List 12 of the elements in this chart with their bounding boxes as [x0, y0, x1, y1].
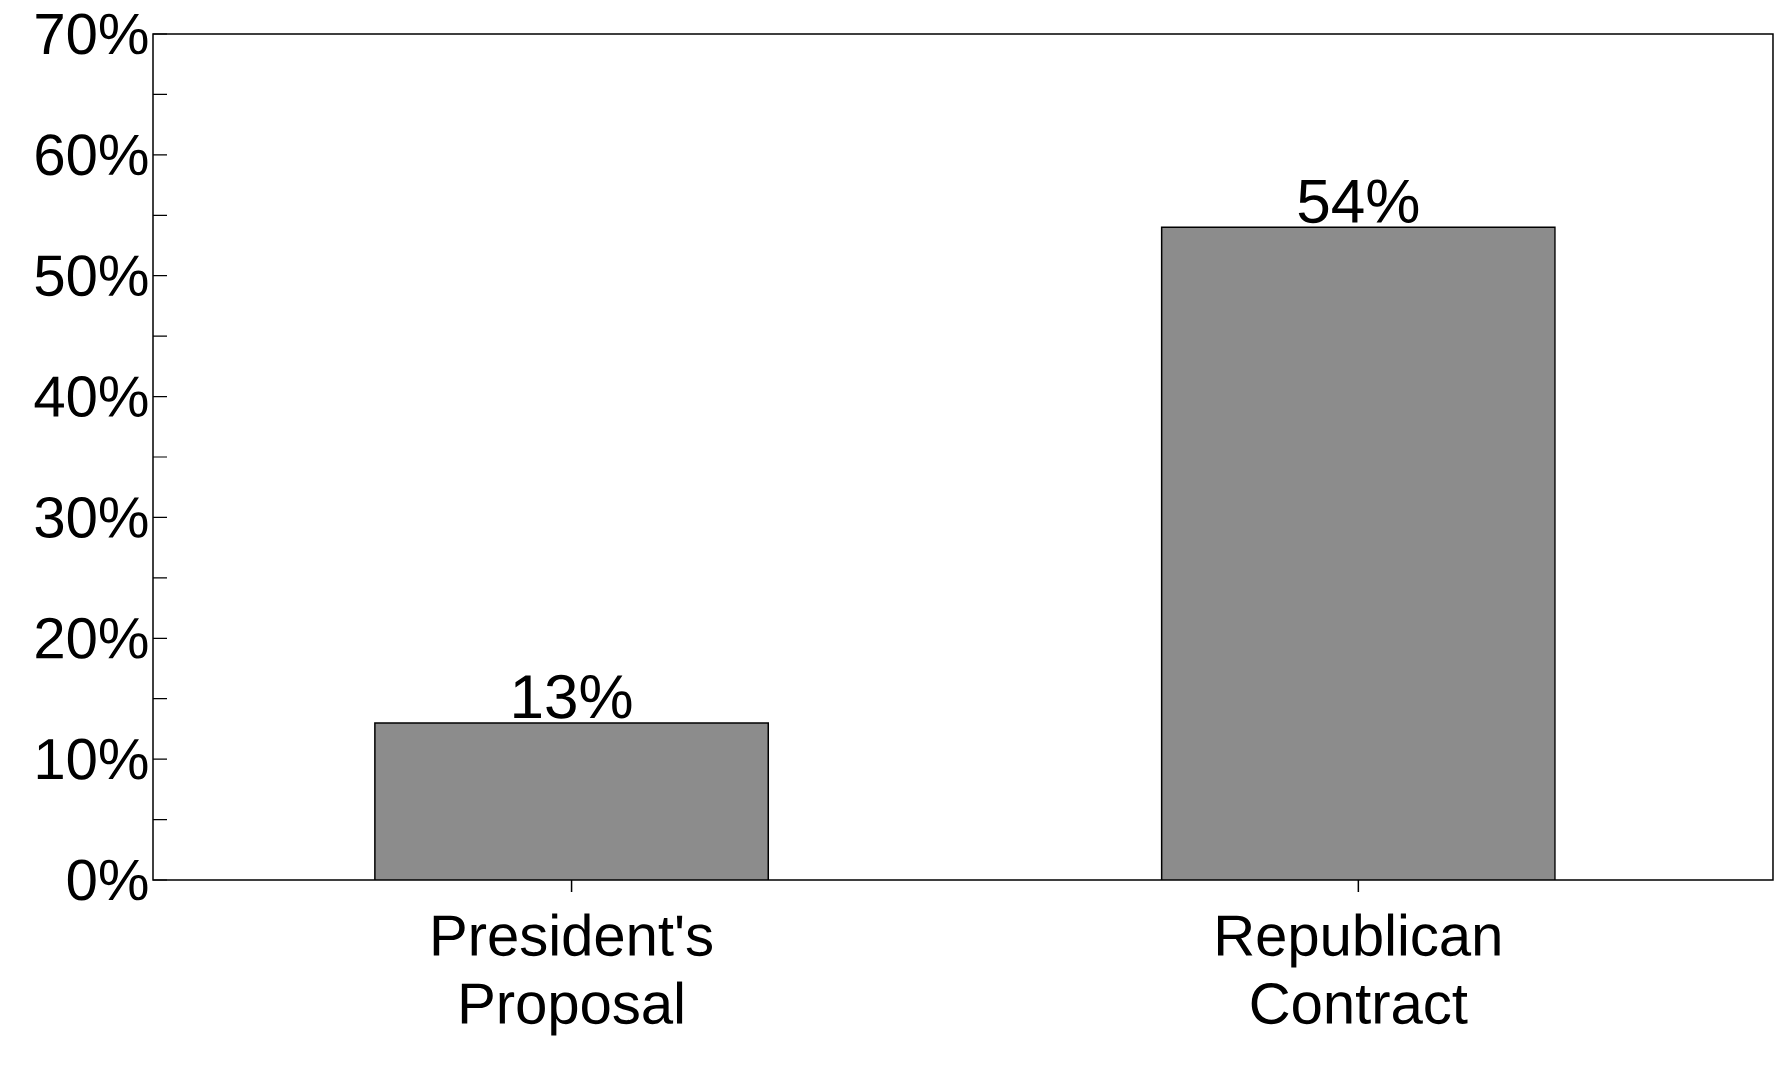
x-tick-label: President's Proposal	[433, 913, 712, 1036]
y-tick-label: 0%	[67, 859, 148, 901]
x-tick-label: Republican Contract	[1218, 913, 1500, 1025]
data-label: 13%	[514, 674, 632, 719]
y-tick-label: 70%	[36, 13, 148, 55]
data-label: 54%	[1298, 179, 1419, 224]
y-tick-label: 40%	[34, 376, 148, 418]
y-tick-label: 20%	[36, 617, 148, 659]
y-tick-label: 30%	[35, 496, 148, 538]
y-tick-label: 50%	[35, 255, 148, 297]
y-tick-label: 10%	[37, 738, 148, 780]
y-tick-label: 60%	[36, 134, 148, 176]
